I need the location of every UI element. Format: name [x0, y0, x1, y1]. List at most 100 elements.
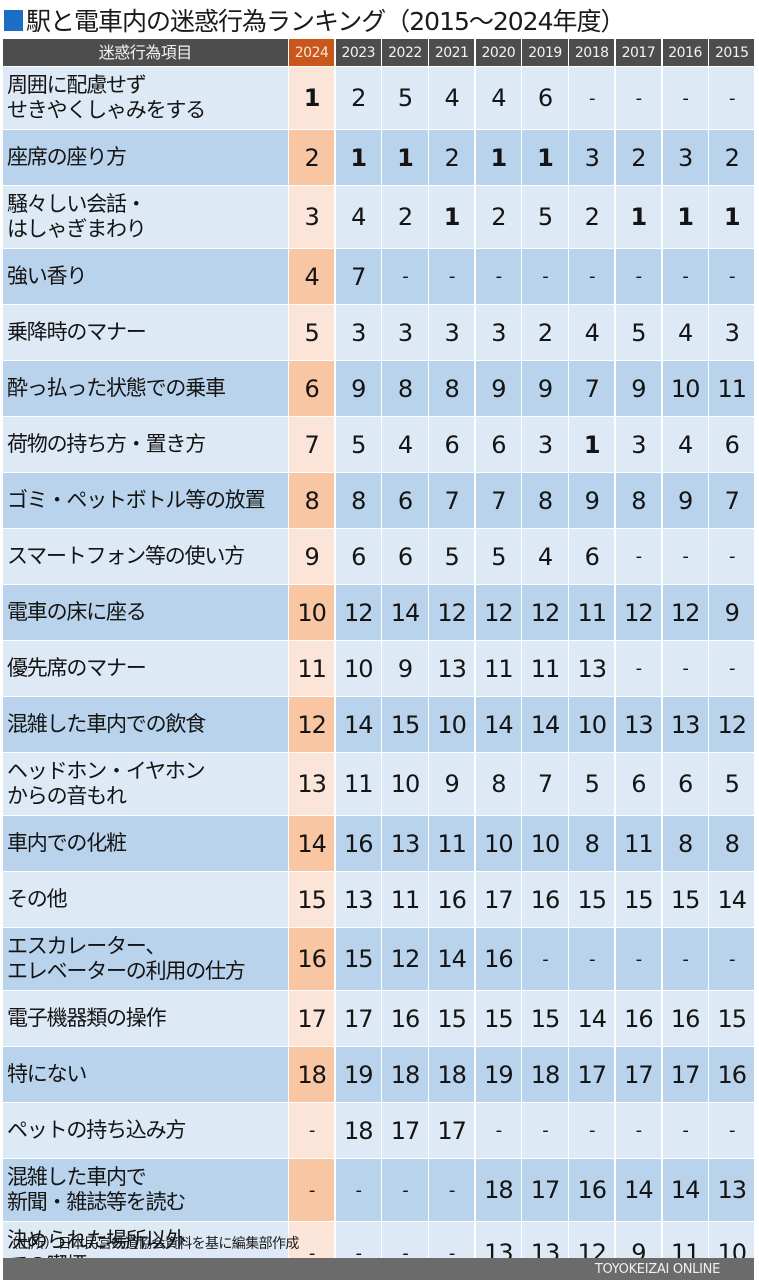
rank-cell-2018: 1: [569, 417, 615, 472]
rank-cell-2020: 2: [475, 186, 521, 248]
rank-cell-2022: 1: [382, 130, 428, 185]
rank-cell-2020: -: [475, 1103, 521, 1158]
rank-cell-2022: 3: [382, 305, 428, 360]
rank-cell-2022: 17: [382, 1103, 428, 1158]
rank-cell-2019: 17: [522, 1159, 568, 1221]
row-label: 騒々しい会話・ はしゃぎまわり: [3, 186, 288, 248]
rank-cell-2020: 6: [475, 417, 521, 472]
rank-cell-2017: 14: [615, 1159, 661, 1221]
rank-cell-2016: 4: [662, 417, 708, 472]
rank-cell-2020: 12: [475, 585, 521, 640]
rank-cell-2018: 9: [569, 473, 615, 528]
rank-cell-2024: 5: [289, 305, 335, 360]
rank-cell-2020: 8: [475, 753, 521, 815]
rank-cell-2019: -: [522, 1103, 568, 1158]
rank-cell-2017: 12: [615, 585, 661, 640]
rank-cell-2024: 14: [289, 816, 335, 871]
rank-cell-2023: 15: [335, 928, 381, 990]
rank-cell-2019: 11: [522, 641, 568, 696]
rank-cell-2019: 8: [522, 473, 568, 528]
rank-cell-2020: 5: [475, 529, 521, 584]
rank-cell-2020: 9: [475, 361, 521, 416]
rank-cell-2017: 13: [615, 697, 661, 752]
rank-cell-2022: 5: [382, 67, 428, 129]
rank-cell-2020: 15: [475, 991, 521, 1046]
rank-cell-2023: 13: [335, 872, 381, 927]
rank-cell-2023: 7: [335, 249, 381, 304]
table-row: その他 15 13 11 16 17 16 15 15 15 14: [3, 871, 755, 927]
rank-cell-2015: -: [709, 1103, 755, 1158]
rank-cell-2022: 2: [382, 186, 428, 248]
rank-cell-2024: -: [289, 1103, 335, 1158]
rank-cell-2021: 4: [429, 67, 475, 129]
rank-cell-2016: 1: [662, 186, 708, 248]
rank-cell-2015: 14: [709, 872, 755, 927]
rank-cell-2015: 13: [709, 1159, 755, 1221]
rank-cell-2020: 17: [475, 872, 521, 927]
rank-cell-2021: 2: [429, 130, 475, 185]
rank-cell-2024: 6: [289, 361, 335, 416]
rank-cell-2020: 14: [475, 697, 521, 752]
rank-cell-2016: 15: [662, 872, 708, 927]
table-row: 電子機器類の操作 17 17 16 15 15 15 14 16 16 15: [3, 990, 755, 1046]
rank-cell-2018: 6: [569, 529, 615, 584]
ranking-table: 迷惑行為項目 2024 2023 2022 2021 2020 2019 2018 2017 2…: [3, 39, 755, 1280]
rank-cell-2019: 6: [522, 67, 568, 129]
rank-cell-2023: 17: [335, 991, 381, 1046]
rank-cell-2023: 6: [335, 529, 381, 584]
rank-cell-2021: 11: [429, 816, 475, 871]
rank-cell-2017: -: [615, 67, 661, 129]
rank-cell-2016: 14: [662, 1159, 708, 1221]
rank-cell-2022: 13: [382, 816, 428, 871]
rank-cell-2024: 13: [289, 753, 335, 815]
row-label: 車内での化粧: [3, 816, 288, 871]
rank-cell-2017: -: [615, 249, 661, 304]
rank-cell-2022: 6: [382, 473, 428, 528]
rank-cell-2023: 4: [335, 186, 381, 248]
header-year-2022: 2022: [382, 39, 428, 66]
header-item-label: 迷惑行為項目: [3, 39, 288, 66]
row-label: 電車の床に座る: [3, 585, 288, 640]
rank-cell-2017: 8: [615, 473, 661, 528]
table-row: ペットの持ち込み方 -18 17 17- - - - - -: [3, 1102, 755, 1158]
rank-cell-2022: -: [382, 249, 428, 304]
table-row: 座席の座り方 2 1 1 2 1 1 3 2 3 2: [3, 129, 755, 185]
rank-cell-2020: 11: [475, 641, 521, 696]
rank-cell-2019: -: [522, 249, 568, 304]
rank-cell-2024: 9: [289, 529, 335, 584]
rank-cell-2018: 2: [569, 186, 615, 248]
rank-cell-2016: -: [662, 1103, 708, 1158]
rank-cell-2021: 1: [429, 186, 475, 248]
row-label: 酔っ払った状態での乗車: [3, 361, 288, 416]
rank-cell-2023: 1: [335, 130, 381, 185]
rank-cell-2015: 7: [709, 473, 755, 528]
rank-cell-2018: -: [569, 1103, 615, 1158]
rank-cell-2018: -: [569, 928, 615, 990]
rank-cell-2016: 16: [662, 991, 708, 1046]
rank-cell-2016: 9: [662, 473, 708, 528]
rank-cell-2018: 11: [569, 585, 615, 640]
rank-cell-2021: 5: [429, 529, 475, 584]
rank-cell-2018: 16: [569, 1159, 615, 1221]
rank-cell-2016: 12: [662, 585, 708, 640]
rank-cell-2021: 17: [429, 1103, 475, 1158]
rank-cell-2015: -: [709, 641, 755, 696]
rank-cell-2019: 18: [522, 1047, 568, 1102]
rank-cell-2019: 4: [522, 529, 568, 584]
rank-cell-2022: 15: [382, 697, 428, 752]
rank-cell-2023: 19: [335, 1047, 381, 1102]
table-header-row: 迷惑行為項目 2024 2023 2022 2021 2020 2019 2018 2017 2…: [3, 39, 755, 66]
rank-cell-2023: 2: [335, 67, 381, 129]
rank-cell-2020: 3: [475, 305, 521, 360]
rank-cell-2021: 10: [429, 697, 475, 752]
rank-cell-2017: 11: [615, 816, 661, 871]
rank-cell-2019: 16: [522, 872, 568, 927]
rank-cell-2015: 2: [709, 130, 755, 185]
rank-cell-2015: 3: [709, 305, 755, 360]
rank-cell-2018: 14: [569, 991, 615, 1046]
rank-cell-2024: 4: [289, 249, 335, 304]
rank-cell-2017: 17: [615, 1047, 661, 1102]
rank-cell-2024: 15: [289, 872, 335, 927]
rank-cell-2017: 3: [615, 417, 661, 472]
rank-cell-2021: 13: [429, 641, 475, 696]
